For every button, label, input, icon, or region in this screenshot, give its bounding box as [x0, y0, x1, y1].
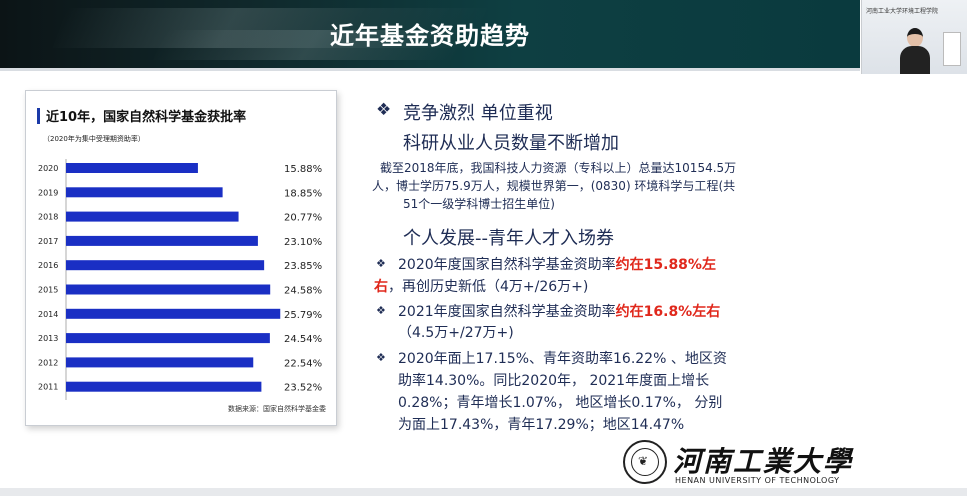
bullet-text: 2020年度国家自然科学基金资助率	[398, 257, 616, 273]
category-label: 2016	[38, 261, 58, 270]
section-heading-competition: 竞争激烈 单位重视	[403, 103, 553, 124]
highlight-text: 右	[374, 279, 388, 295]
presenter-body	[900, 46, 930, 74]
bar	[66, 235, 258, 246]
value-label: 23.85%	[284, 261, 322, 272]
bar	[66, 260, 265, 271]
presenter-figure	[900, 26, 930, 74]
category-label: 2018	[38, 213, 58, 222]
value-label: 24.54%	[284, 334, 322, 345]
bullet-2021-rate-cont: （4.5万+/27万+)	[398, 325, 514, 341]
paragraph-line: 截至2018年底，我国科技人力资源（专科以上）总量达10154.5万	[380, 161, 737, 175]
value-label: 23.52%	[284, 383, 322, 394]
category-label: 2013	[38, 334, 58, 343]
value-label: 23.10%	[284, 237, 322, 248]
bar	[66, 357, 254, 368]
bullet-stats-line: 助率14.30%。同比2020年， 2021年度面上增长	[398, 373, 710, 389]
paragraph-line: 人，博士学历75.9万人，规模世界第一，(0830) 环境科学与工程(共	[372, 179, 736, 193]
diamond-bullet-icon: ❖	[376, 304, 386, 317]
presenter-head	[907, 28, 923, 47]
diamond-bullet-icon: ❖	[376, 257, 386, 270]
bar	[66, 284, 271, 295]
chart-source: 数据来源：国家自然科学基金委	[228, 405, 326, 413]
bullet-stats-line: 0.28%；青年增长1.07%， 地区增长0.17%， 分别	[398, 395, 723, 411]
category-label: 2015	[38, 286, 58, 295]
value-label: 20.77%	[284, 213, 322, 224]
category-label: 2017	[38, 237, 58, 246]
bar	[66, 308, 281, 319]
category-label: 2019	[38, 188, 58, 197]
university-name-en: HENAN UNIVERSITY OF TECHNOLOGY	[675, 476, 840, 485]
slide-header-banner: 近年基金资助趋势	[0, 0, 860, 68]
paragraph-line: 51个一级学科博士招生单位)	[403, 197, 555, 211]
bar-chart: 2020 15.88% 2019 18.85% 2018 20.77% 2017 23.10%…	[38, 159, 322, 400]
category-label: 2011	[38, 383, 58, 392]
header-divider	[0, 68, 860, 71]
bullet-stats-line: 2020年面上17.15%、青年资助率16.22% 、地区资	[398, 351, 727, 367]
bullet-2021-rate: 2021年度国家自然科学基金资助率约在16.8%左右	[398, 301, 720, 321]
webcam-caption: 河南工业大学环境工程学院	[866, 8, 939, 15]
bar	[66, 187, 223, 198]
bullet-2020-rate: 2020年度国家自然科学基金资助率约在15.88%左	[398, 254, 716, 274]
slide-content: ❖ 竞争激烈 单位重视 科研从业人员数量不断增加 截至2018年底，我国科技人力…	[372, 0, 826, 496]
university-seal-icon: ❦	[623, 440, 667, 484]
slide-title: 近年基金资助趋势	[330, 22, 530, 50]
bar	[66, 163, 198, 173]
bar	[66, 211, 239, 222]
category-label: 2020	[38, 164, 58, 173]
diamond-bullet-icon: ❖	[376, 100, 392, 120]
highlight-text: 约在16.8%左右	[615, 304, 721, 320]
diamond-bullet-icon: ❖	[376, 351, 386, 364]
seal-inner-ring	[631, 448, 659, 476]
category-label: 2012	[38, 358, 58, 367]
chart-card: 近10年，国家自然科学基金获批率 （2020年为集中受理期资助率） 2020 15…	[25, 90, 337, 426]
value-label: 15.88%	[284, 164, 322, 175]
bullet-text: 2021年度国家自然科学基金资助率	[398, 304, 616, 320]
university-name-cn: 河南工業大學	[673, 445, 854, 478]
bar	[66, 333, 270, 344]
bullet-text: ，再创历史新低（4万+/26万+)	[388, 279, 589, 295]
category-label: 2014	[38, 310, 58, 319]
seal-glyph: ❦	[638, 454, 649, 468]
chart-subtitle: （2020年为集中受理期资助率）	[43, 135, 145, 143]
chart-title: 近10年，国家自然科学基金获批率	[46, 110, 247, 125]
value-label: 18.85%	[284, 188, 322, 199]
value-label: 24.58%	[284, 286, 322, 297]
chart-title-accent	[37, 108, 40, 124]
webcam-video-tile[interactable]: 河南工业大学环境工程学院	[861, 0, 967, 74]
value-label: 25.79%	[284, 310, 322, 321]
bullet-stats-line: 为面上17.43%，青年17.29%；地区14.47%	[398, 417, 685, 433]
window-bottom-bar	[0, 488, 967, 496]
section-heading-personal: 个人发展--青年人才入场券	[403, 228, 614, 249]
background-poster	[943, 32, 961, 66]
section-subheading: 科研从业人员数量不断增加	[403, 133, 619, 154]
university-logo: ❦ 河南工業大學 HENAN UNIVERSITY OF TECHNOLOGY	[623, 440, 853, 490]
value-label: 22.54%	[284, 358, 322, 369]
highlight-text: 约在15.88%左	[615, 257, 716, 273]
bar	[66, 381, 262, 392]
bullet-2020-rate-cont: 右，再创历史新低（4万+/26万+)	[374, 276, 588, 296]
